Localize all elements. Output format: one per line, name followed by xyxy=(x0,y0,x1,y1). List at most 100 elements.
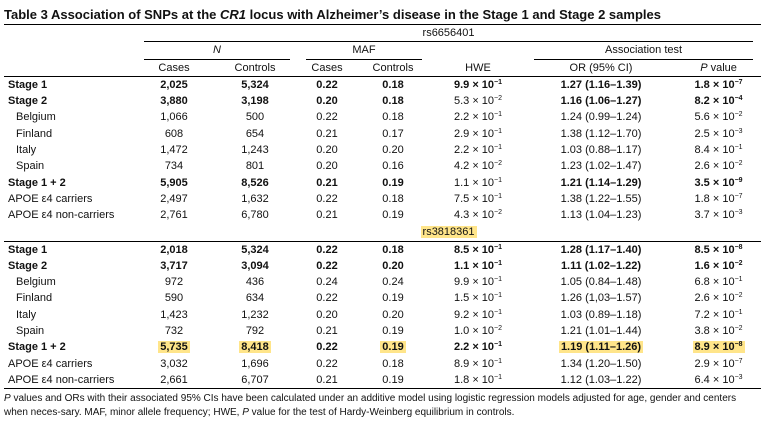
row-label: APOE ε4 non-carriers xyxy=(4,371,136,390)
hwe-value: 1.8 × 10−1 xyxy=(430,371,526,390)
hwe-value: 7.5 × 10−1 xyxy=(453,192,503,205)
or-ci: 1.05 (0.84–1.48) xyxy=(560,276,642,289)
caption-suffix: locus with Alzheimer’s disease in the St… xyxy=(246,7,661,22)
table-row: Stage 1 2,025 5,324 0.22 0.18 9.9 × 10−1 1.27 … xyxy=(4,76,761,93)
table-footnote: P values and ORs with their associated 9… xyxy=(4,393,737,419)
maf-controls: 0.20 xyxy=(382,144,404,157)
row-label: Stage 1 xyxy=(8,243,48,256)
maf-cases: 0.20 xyxy=(316,144,338,157)
row-label: Spain xyxy=(16,160,45,173)
p-value: 6.4 × 10−3 xyxy=(676,371,762,390)
p-value: 3.7 × 10−3 xyxy=(694,209,743,222)
n-controls: 6,780 xyxy=(241,209,269,222)
group-n: N xyxy=(144,42,290,60)
table-row: Spain 734 801 0.20 0.16 4.2 × 10−2 1.23 (1.02–… xyxy=(4,158,761,174)
or-ci: 1.11 (1.02–1.22) xyxy=(560,259,642,272)
p-value: 8.5 × 10−8 xyxy=(694,243,743,256)
n-cases: 590 xyxy=(164,292,184,305)
hwe-value: 4.3 × 10−2 xyxy=(453,209,503,222)
n-controls: 792 xyxy=(245,325,265,338)
hwe-value: 9.2 × 10−1 xyxy=(453,308,503,321)
maf-controls: 0.20 xyxy=(382,308,404,321)
p-value: 2.9 × 10−7 xyxy=(694,357,743,370)
p-value: 3.8 × 10−2 xyxy=(694,325,743,338)
n-cases: 3,880 xyxy=(160,95,188,108)
maf-controls: 0.20 xyxy=(382,259,404,272)
or-ci: 1.23 (1.02–1.47) xyxy=(560,160,642,173)
maf-cases: 0.21 xyxy=(298,371,356,390)
caption-locus: CR1 xyxy=(220,7,247,22)
col-hwe: HWE xyxy=(465,61,491,74)
maf-cases: 0.22 xyxy=(316,357,338,370)
p-value: 8.2 × 10−4 xyxy=(694,95,743,108)
p-value: 3.5 × 10−9 xyxy=(694,176,743,189)
or-ci: 1.03 (0.89–1.18) xyxy=(560,308,642,321)
n-controls: 5,324 xyxy=(241,243,269,256)
maf-cases: 0.22 xyxy=(316,243,338,256)
n-cases: 3,717 xyxy=(160,259,188,272)
or-ci: 1.38 (1.22–1.55) xyxy=(560,192,642,205)
n-controls: 1,632 xyxy=(241,192,269,205)
maf-controls: 0.18 xyxy=(382,111,404,124)
col-controls: Controls xyxy=(234,61,276,74)
maf-controls: 0.19 xyxy=(382,325,404,338)
p-value: 1.8 × 10−7 xyxy=(694,192,743,205)
or-ci: 1.12 (1.03–1.22) xyxy=(526,371,676,390)
p-value: 6.8 × 10−1 xyxy=(694,276,743,289)
table-row: Belgium 1,066 500 0.22 0.18 2.2 × 10−1 1.24 (0… xyxy=(4,109,761,125)
or-ci: 1.38 (1.12–1.70) xyxy=(560,127,642,140)
table-row: APOE ε4 non-carriers 2,761 6,780 0.21 0.19 4.… xyxy=(4,207,761,223)
n-controls: 1,243 xyxy=(241,144,269,157)
row-label: APOE ε4 non-carriers xyxy=(8,209,115,222)
maf-cases: 0.20 xyxy=(316,95,338,108)
col-cases: Cases xyxy=(158,61,190,74)
or-ci: 1.19 (1.11–1.26) xyxy=(558,341,644,354)
maf-controls: 0.19 xyxy=(356,371,430,390)
row-label: Stage 2 xyxy=(8,259,48,272)
maf-cases: 0.20 xyxy=(316,308,338,321)
row-label: Belgium xyxy=(16,276,56,289)
maf-controls: 0.19 xyxy=(382,209,404,222)
maf-controls: 0.19 xyxy=(380,341,406,354)
maf-controls: 0.24 xyxy=(382,276,404,289)
row-label: Italy xyxy=(16,308,37,321)
snp2-header-row: rs3818361 xyxy=(4,224,762,242)
maf-controls: 0.17 xyxy=(382,127,404,140)
col-or: OR (95% CI) xyxy=(569,61,633,74)
maf-controls: 0.19 xyxy=(382,292,404,305)
maf-cases: 0.21 xyxy=(316,127,338,140)
hwe-value: 5.3 × 10−2 xyxy=(453,95,503,108)
table-row: APOE ε4 carriers 3,032 1,696 0.22 0.18 8.9 × … xyxy=(4,356,761,372)
caption-prefix: Table 3 Association of SNPs at the xyxy=(4,7,220,22)
table-row: Stage 1 2,018 5,324 0.22 0.18 8.5 × 10−1 1.28 … xyxy=(4,241,761,258)
n-controls: 634 xyxy=(245,292,265,305)
n-cases: 5,905 xyxy=(160,176,188,189)
row-label: Stage 2 xyxy=(8,95,48,108)
col-maf-cases: Cases xyxy=(311,61,343,74)
hwe-value: 1.1 × 10−1 xyxy=(453,259,503,272)
table-row: Stage 1 + 2 5,735 8,418 0.22 0.19 2.2 × 10−1 1… xyxy=(4,339,761,355)
hwe-value: 1.1 × 10−1 xyxy=(453,176,503,189)
group-header-row: N MAF Association test xyxy=(4,42,761,60)
n-controls: 5,324 xyxy=(241,78,269,91)
n-cases: 734 xyxy=(164,160,184,173)
row-label: APOE ε4 carriers xyxy=(8,192,93,205)
row-label: Stage 1 xyxy=(8,78,48,91)
n-cases: 2,497 xyxy=(160,192,188,205)
table-row: Stage 2 3,717 3,094 0.22 0.20 1.1 × 10−1 1.11 … xyxy=(4,258,761,274)
maf-controls: 0.18 xyxy=(382,78,404,91)
row-label: Stage 1 + 2 xyxy=(8,341,66,354)
column-header-row: Cases Controls Cases Controls HWE OR (95… xyxy=(4,60,762,77)
hwe-value: 4.2 × 10−2 xyxy=(453,160,503,173)
hwe-value: 9.9 × 10−1 xyxy=(453,276,503,289)
row-label: Stage 1 + 2 xyxy=(8,176,66,189)
hwe-value: 8.9 × 10−1 xyxy=(453,357,503,370)
maf-cases: 0.22 xyxy=(316,78,338,91)
maf-controls: 0.18 xyxy=(382,357,404,370)
snp1-label: rs6656401 xyxy=(144,25,754,43)
or-ci: 1.03 (0.88–1.17) xyxy=(560,144,642,157)
maf-cases: 0.22 xyxy=(316,259,338,272)
row-label: APOE ε4 carriers xyxy=(8,357,93,370)
maf-cases: 0.21 xyxy=(316,325,338,338)
n-controls: 3,094 xyxy=(241,259,269,272)
